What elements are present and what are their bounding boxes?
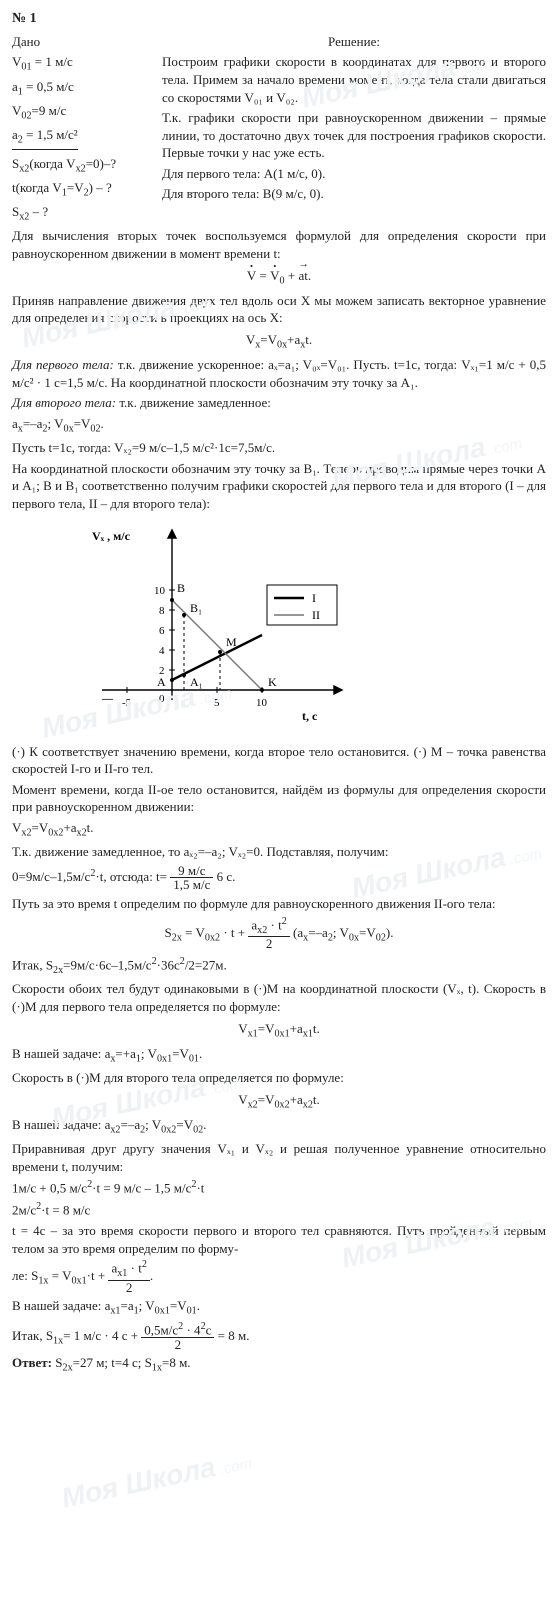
- body-text: В нашей задаче: ax2=–a2; V0x2=V02.: [12, 1116, 546, 1137]
- equation: Vx1=V0x1+ax1t.: [12, 1020, 546, 1041]
- given-line: a1 = 0,5 м/с: [12, 78, 142, 99]
- equation: 2м/с2·t = 8 м/с: [12, 1200, 546, 1219]
- svg-text:M: M: [226, 635, 237, 649]
- given-block: Дано V01 = 1 м/с a1 = 0,5 м/с V02=9 м/с …: [12, 33, 142, 228]
- body-text: Для второго тела: т.к. движение замедлен…: [12, 394, 546, 412]
- equation: 1м/с + 0,5 м/с2·t = 9 м/с – 1,5 м/с2·t: [12, 1178, 546, 1197]
- body-text: Т.к. движение замедленное, то aₓ₂=–a₂; V…: [12, 843, 546, 861]
- svg-text:—: —: [101, 693, 114, 705]
- svg-text:Vₓ , м/с: Vₓ , м/с: [92, 529, 131, 543]
- svg-text:5: 5: [214, 697, 220, 709]
- equation: Итак, S1x= 1 м/с · 4 с + 0,5м/с2 · 42с2 …: [12, 1322, 546, 1352]
- svg-text:K: K: [268, 675, 277, 689]
- find-line: Sx2 – ?: [12, 203, 142, 224]
- body-text: t = 4с – за это время скорости первого и…: [12, 1222, 546, 1257]
- body-text: Скорости обоих тел будут одинаковыми в (…: [12, 980, 546, 1015]
- body-text: Vx2=V0x2+ax2t.: [12, 819, 546, 840]
- svg-text:t, с: t, с: [302, 709, 318, 723]
- given-title: Дано: [12, 33, 142, 51]
- body-text: Итак, S2x=9м/с·6с–1,5м/с2·36с2/2=27м.: [12, 955, 546, 978]
- solution-text: Для второго тела: B(9 м/с, 0).: [162, 185, 546, 203]
- body-text: Для первого тела: т.к. движение ускоренн…: [12, 356, 546, 391]
- equation: 0=9м/с–1,5м/с2·t, отсюда: t= 9 м/с1,5 м/…: [12, 864, 546, 892]
- answer: Ответ: S2x=27 м; t=4 с; S1x=8 м.: [12, 1354, 546, 1375]
- equation: V = V0 + at.: [12, 267, 546, 288]
- body-text: В нашей задаче: ax=+a1; V0x1=V01.: [12, 1045, 546, 1066]
- find-line: t(когда V1=V2) – ?: [12, 179, 142, 200]
- given-line: V02=9 м/с: [12, 102, 142, 123]
- svg-text:10: 10: [256, 697, 268, 709]
- equation: ле: S1x = V0x1·t + ax1 · t22.: [12, 1260, 546, 1294]
- svg-text:4: 4: [159, 645, 165, 657]
- equation: Vx2=V0x2+ax2t.: [12, 1091, 546, 1112]
- body-text: На координатной плоскости обозначим эту …: [12, 460, 546, 513]
- solution-text: Для первого тела: A(1 м/с, 0).: [162, 165, 546, 183]
- given-line: a2 = 1,5 м/с²: [12, 126, 78, 149]
- svg-text:10: 10: [154, 585, 166, 597]
- svg-text:-5: -5: [122, 697, 132, 709]
- svg-text:A: A: [157, 675, 166, 689]
- find-line: Sx2(когда Vx2=0)–?: [12, 155, 142, 176]
- body-text: Момент времени, когда II-ое тело останов…: [12, 781, 546, 816]
- body-text: Приняв направление движения двух тел вдо…: [12, 292, 546, 327]
- body-text: Путь за это время t определим по формуле…: [12, 895, 546, 913]
- svg-text:0: 0: [159, 693, 165, 705]
- solution-title: Решение:: [162, 33, 546, 51]
- equation: S2x = V0x2 · t + ax2 · t22 (ax=–a2; V0x=…: [12, 917, 546, 951]
- svg-text:B: B: [177, 581, 185, 595]
- equation: Vx=V0x+axt.: [12, 331, 546, 352]
- svg-text:I: I: [312, 591, 316, 605]
- svg-text:8: 8: [159, 605, 165, 617]
- svg-text:A₁: A₁: [190, 675, 203, 689]
- problem-number: № 1: [12, 10, 546, 29]
- svg-text:6: 6: [159, 625, 165, 637]
- solution-text: Т.к. графики скорости при равноускоренно…: [162, 109, 546, 162]
- body-text: Приравнивая друг другу значения Vₓ₁ и Vₓ…: [12, 1140, 546, 1175]
- velocity-chart: I II Vₓ , м/с 10 8 6 4 2 0 — -5 5 10 t, …: [72, 520, 546, 735]
- svg-text:II: II: [312, 608, 320, 622]
- given-line: V01 = 1 м/с: [12, 53, 142, 74]
- body-text: В нашей задаче: ax1=a1; V0x1=V01.: [12, 1297, 546, 1318]
- body-text: (·) К соответствует значению времени, ко…: [12, 743, 546, 778]
- svg-text:B₁: B₁: [190, 601, 202, 615]
- body-text: Скорость в (·)М для второго тела определ…: [12, 1069, 546, 1087]
- body-text: ax=–a2; V0x=V02.: [12, 415, 546, 436]
- solution-block: Решение: Построим графики скорости в коо…: [142, 33, 546, 206]
- body-text: Пусть t=1с, тогда: Vₓ₂=9 м/с–1,5 м/с²·1с…: [12, 439, 546, 457]
- solution-text: Построим графики скорости в координатах …: [162, 53, 546, 106]
